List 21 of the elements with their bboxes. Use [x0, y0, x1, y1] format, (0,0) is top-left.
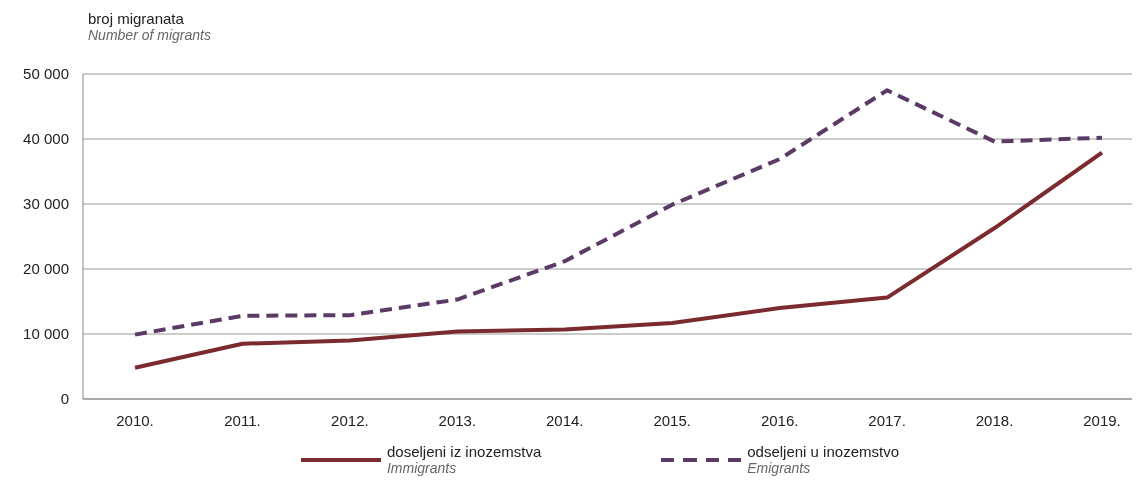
line-series	[133, 88, 1104, 337]
x-tick-label: 2016.	[760, 411, 799, 429]
y-tick-label: 40 000	[23, 130, 69, 148]
x-tick-label: 2013.	[438, 411, 477, 429]
y-axis-title: broj migranata Number of migrants	[88, 10, 212, 44]
x-tick-label: 2014.	[546, 411, 584, 429]
x-tick-label: 2015.	[653, 411, 691, 429]
x-tick-label: 2011.	[224, 411, 261, 429]
legend-label: doseljeni iz inozemstva Immigrants	[386, 443, 542, 477]
y-tick-label: 30 000	[23, 195, 69, 213]
legend-label: odseljeni u inozemstvo Emigrants	[747, 443, 899, 477]
line-series	[133, 150, 1104, 370]
x-tick-label: 2018.	[975, 411, 1014, 429]
y-tick-label: 0	[60, 390, 69, 408]
x-tick-label: 2010.	[116, 411, 154, 429]
y-tick-label: 50 000	[23, 65, 69, 83]
x-tick-label: 2017.	[868, 411, 906, 429]
x-tick-label: 2012.	[331, 411, 369, 429]
y-tick-label: 10 000	[23, 325, 69, 343]
y-tick-label: 20 000	[23, 260, 69, 278]
x-tick-label: 2019.	[1083, 411, 1121, 429]
